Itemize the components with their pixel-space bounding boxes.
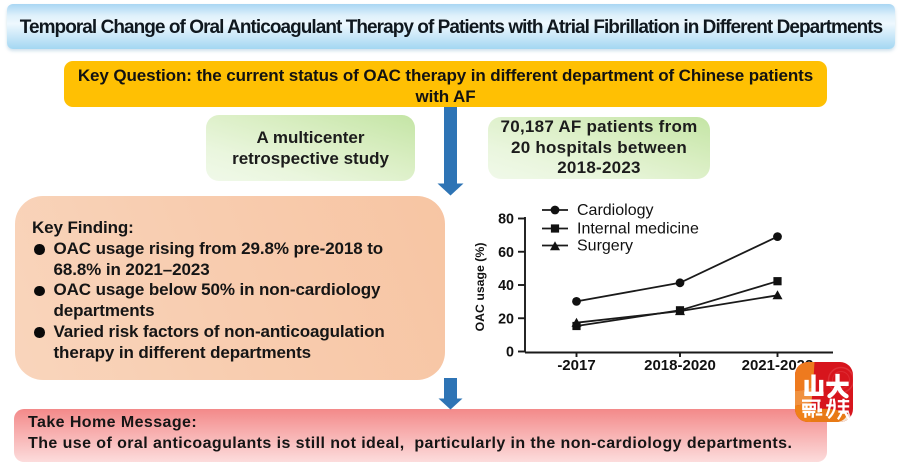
svg-text:0: 0 bbox=[506, 345, 514, 361]
svg-text:60: 60 bbox=[498, 245, 514, 261]
svg-text:2018-2020: 2018-2020 bbox=[644, 357, 716, 374]
svg-text:40: 40 bbox=[498, 278, 514, 294]
svg-text:Internal medicine: Internal medicine bbox=[577, 221, 699, 238]
svg-text:OAC usage (%): OAC usage (%) bbox=[473, 243, 487, 332]
svg-text:80: 80 bbox=[498, 212, 514, 228]
svg-text:-2017: -2017 bbox=[557, 357, 595, 374]
svg-text:2021-2023: 2021-2023 bbox=[742, 357, 814, 374]
svg-text:20: 20 bbox=[498, 311, 514, 327]
svg-text:Surgery: Surgery bbox=[577, 238, 633, 255]
svg-text:Cardiology: Cardiology bbox=[577, 202, 653, 219]
